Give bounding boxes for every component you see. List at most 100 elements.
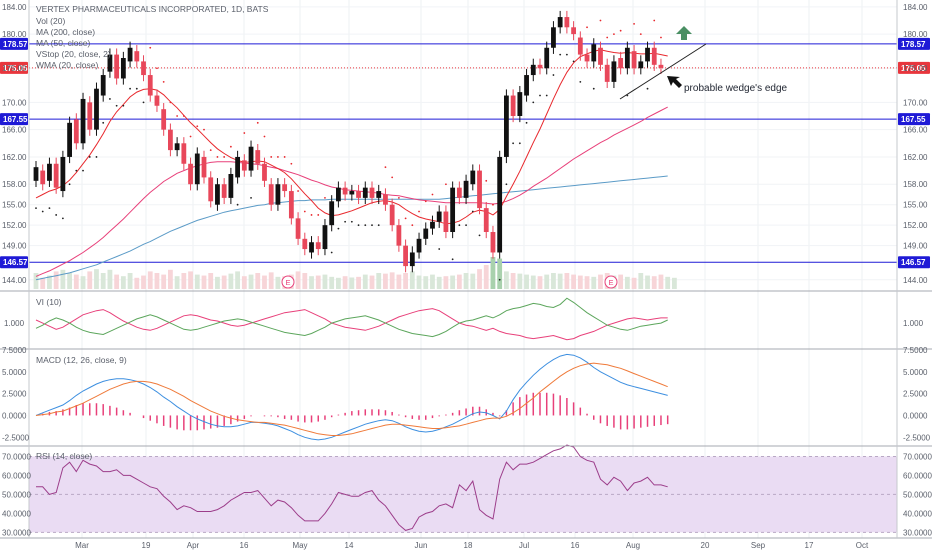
macd-tick-left: -2.5000 — [2, 433, 30, 442]
vstop-dot — [55, 214, 58, 216]
vstop-dot — [431, 193, 434, 196]
y-tick-label-left: 166.00 — [2, 126, 27, 135]
volume-bar — [309, 276, 314, 289]
vstop-dot — [270, 156, 273, 158]
wedge-annotation: probable wedge's edge — [684, 83, 788, 94]
candle-body — [456, 187, 462, 198]
candle-body — [194, 153, 200, 185]
volume-bar — [80, 276, 86, 289]
y-tick-label-right: 175.00 — [903, 64, 928, 73]
y-tick-label-right: 166.00 — [903, 126, 928, 135]
vstop-dot — [61, 217, 64, 220]
candle-body — [571, 27, 576, 35]
volume-bar — [584, 276, 590, 289]
volume-bar — [208, 273, 214, 289]
candle-body — [309, 242, 314, 253]
price-label-box-right: 167.55 — [898, 113, 930, 126]
y-tick-label-left: 162.00 — [2, 153, 27, 162]
candle-body — [329, 201, 335, 226]
x-tick-label: 20 — [701, 541, 710, 550]
candle-body — [322, 225, 328, 250]
candle-body — [524, 75, 529, 96]
vstop-dot — [156, 67, 158, 70]
volume-bar — [530, 275, 536, 289]
vstop-dot — [424, 200, 427, 203]
price-axis[interactable]: 184.00 184.00 180.00 180.00 175.00 175.00 170.… — [2, 3, 932, 537]
volume-bar — [342, 276, 348, 289]
vstop-dot — [35, 207, 37, 210]
vstop-dot — [142, 101, 145, 104]
volume-bar — [100, 273, 106, 289]
candle-body — [275, 184, 281, 205]
volume-bar — [336, 277, 341, 289]
vstop-dot — [250, 196, 252, 199]
volume-bar — [221, 275, 227, 289]
vstop-dot — [438, 248, 441, 250]
price-label-bg — [898, 37, 930, 50]
y-tick-label-right: 158.00 — [903, 180, 928, 189]
time-axis[interactable]: Mar 19 Apr 16 May 14 Jun 18 Jul 16 Aug 20 Sep 17 Oct — [75, 541, 869, 550]
rsi-title: RSI (14, close) — [36, 451, 92, 461]
volume-bar — [215, 276, 220, 289]
candle-body — [208, 177, 214, 202]
earnings-label: E — [608, 278, 613, 287]
candle-body — [201, 156, 207, 178]
candle-body — [618, 58, 624, 69]
candle-body — [282, 184, 288, 192]
wma20-line — [35, 49, 668, 225]
volume-bar — [537, 276, 543, 289]
candle-body — [604, 64, 610, 82]
candle-body — [40, 170, 46, 185]
x-tick-label: 14 — [345, 541, 354, 550]
volume-bar — [107, 269, 113, 289]
candle-body — [255, 150, 261, 164]
volume-bar — [154, 273, 160, 289]
vi-line — [35, 297, 668, 338]
candle-body — [161, 109, 167, 130]
vstop-dot — [518, 142, 521, 145]
earnings-label: E — [285, 278, 290, 287]
candle-body — [174, 143, 180, 151]
y-tick-label-left: 149.00 — [2, 242, 27, 251]
x-tick-label: 17 — [805, 541, 814, 550]
candle-body — [396, 225, 402, 246]
candle-body — [463, 180, 469, 198]
x-tick-label: Aug — [626, 541, 640, 550]
candle-body — [477, 170, 482, 209]
candle-body — [215, 184, 220, 205]
candle-body — [611, 61, 617, 82]
candle-body — [584, 54, 590, 62]
volume-bar — [268, 272, 274, 289]
rsi-tick-left: 60.0000 — [2, 471, 31, 480]
volume-bar — [672, 277, 677, 289]
x-tick-label: 16 — [571, 541, 580, 550]
rsi-tick-right: 60.0000 — [903, 471, 932, 480]
macd-tick-right: 7.5000 — [903, 346, 928, 355]
volume-bar — [483, 265, 489, 289]
volume-bar — [651, 276, 657, 289]
volume-bar — [430, 274, 435, 289]
x-tick-label: Sep — [751, 541, 766, 550]
volume-bar — [517, 273, 523, 289]
volume-bar — [174, 276, 180, 289]
x-tick-label: Jun — [415, 541, 428, 550]
volume-bar — [315, 275, 321, 289]
macd-line — [35, 353, 668, 441]
candle-body — [53, 163, 59, 188]
rsi-tick-right: 30.0000 — [903, 528, 932, 537]
candle-body — [530, 64, 536, 76]
volume-bar — [557, 273, 563, 289]
vstop-dot — [458, 224, 461, 227]
candle-body — [262, 163, 267, 181]
candle-body — [624, 47, 630, 69]
candle-body — [336, 187, 341, 202]
vstop-dot — [478, 234, 481, 237]
x-tick-label: 16 — [240, 541, 249, 550]
vstop-dot — [176, 115, 179, 117]
volume-bar — [127, 273, 133, 289]
vstop-dot — [229, 145, 232, 148]
macd-line — [35, 362, 668, 436]
vstop-dot — [639, 33, 642, 36]
vstop-dot — [565, 53, 568, 56]
volume-bar — [638, 273, 644, 289]
